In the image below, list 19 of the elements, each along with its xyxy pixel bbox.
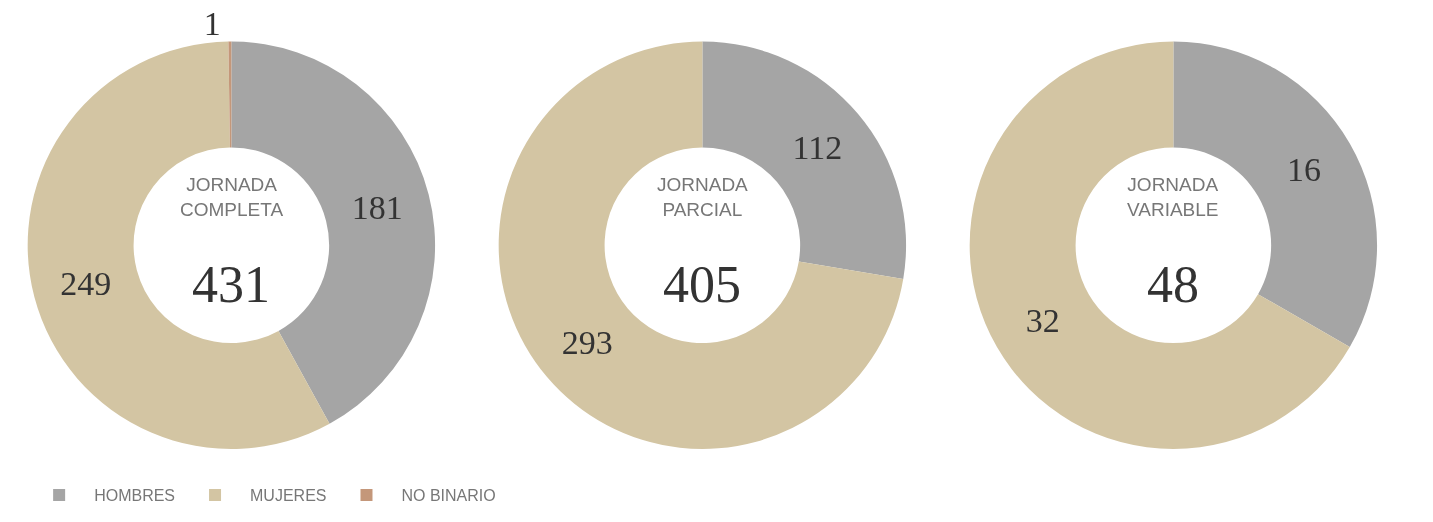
text: 405 [663,256,741,313]
data-label: 32 [1025,302,1060,340]
data-label: 293 [561,324,613,362]
legend-label: HOMBRES [94,487,176,505]
donut-slice [27,41,330,449]
text: JORNADA VARIABLE [1127,174,1219,220]
data-label: 16 [1286,151,1321,189]
text: 48 [1147,256,1199,313]
legend-label: NO BINARIO [401,487,496,505]
data-label: 1 [203,4,221,42]
donut-slice [498,41,904,449]
data-label: 181 [351,189,403,227]
legend-label: MUJERES [250,487,327,505]
donut-slice [969,41,1350,449]
data-label: 112 [792,129,843,167]
text: JORNADA PARCIAL [657,174,749,220]
data-label: 249 [60,265,112,303]
text: JORNADA COMPLETA [180,174,284,220]
text: 431 [192,256,270,313]
